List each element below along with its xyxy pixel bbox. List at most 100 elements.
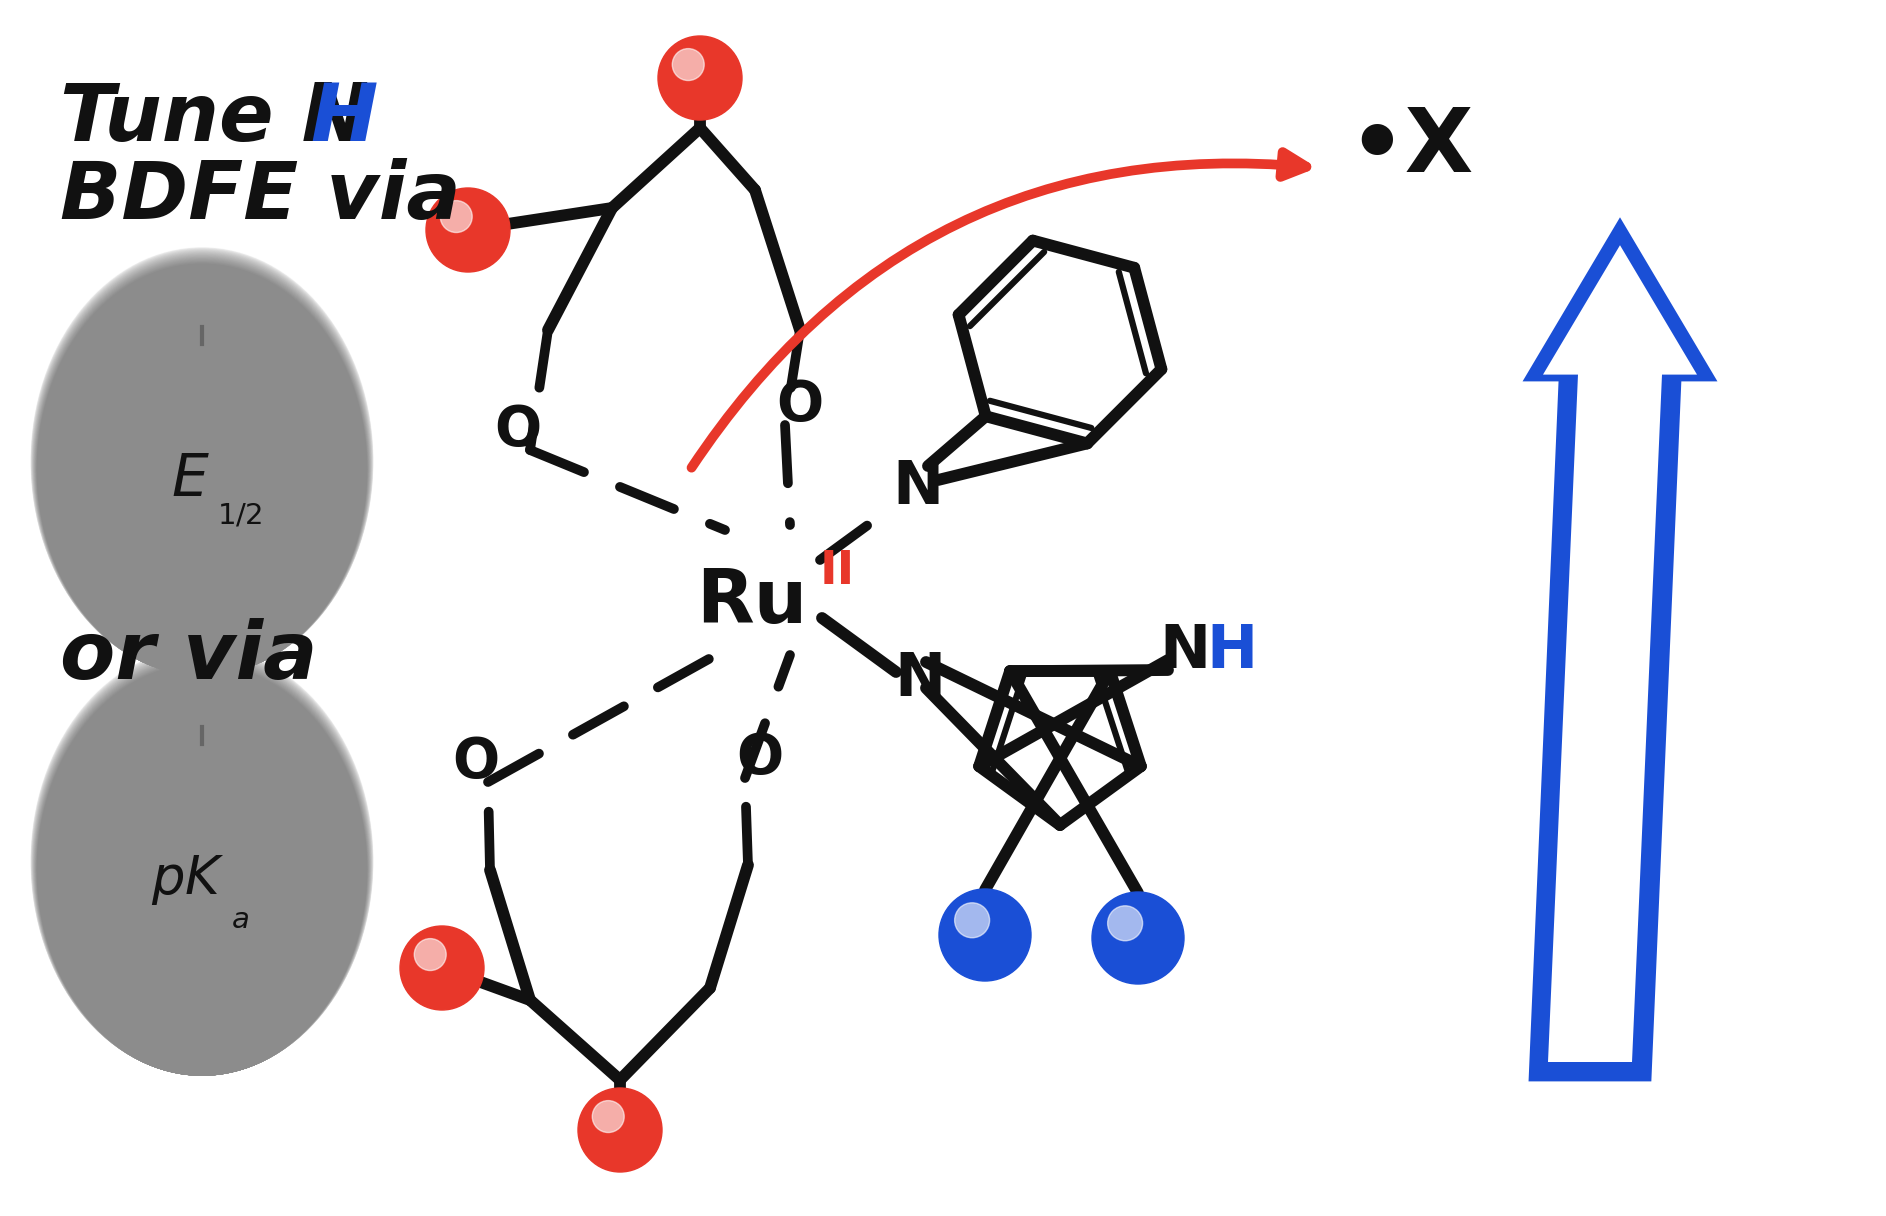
- Ellipse shape: [36, 658, 370, 1075]
- Ellipse shape: [38, 264, 366, 675]
- Ellipse shape: [34, 255, 370, 675]
- Ellipse shape: [34, 257, 370, 675]
- Circle shape: [415, 939, 447, 970]
- Ellipse shape: [36, 259, 368, 675]
- Ellipse shape: [32, 648, 372, 1075]
- Ellipse shape: [38, 263, 368, 675]
- Ellipse shape: [38, 663, 366, 1075]
- Text: N: N: [894, 651, 945, 709]
- Ellipse shape: [36, 259, 368, 675]
- Ellipse shape: [36, 659, 368, 1075]
- Ellipse shape: [36, 662, 368, 1075]
- Ellipse shape: [34, 655, 370, 1075]
- Text: H: H: [1207, 623, 1258, 681]
- Ellipse shape: [34, 657, 370, 1075]
- Ellipse shape: [34, 257, 370, 675]
- Ellipse shape: [32, 649, 372, 1075]
- Text: $_{1/2}$: $_{1/2}$: [217, 486, 262, 529]
- Ellipse shape: [34, 253, 370, 675]
- Ellipse shape: [34, 654, 370, 1075]
- Ellipse shape: [34, 654, 370, 1075]
- Ellipse shape: [32, 249, 372, 675]
- Text: O: O: [494, 402, 541, 457]
- Ellipse shape: [32, 649, 372, 1075]
- Text: $pK$: $pK$: [151, 852, 224, 907]
- Ellipse shape: [38, 264, 366, 675]
- Ellipse shape: [38, 263, 366, 675]
- Ellipse shape: [34, 254, 370, 675]
- Ellipse shape: [32, 651, 372, 1075]
- Ellipse shape: [36, 658, 370, 1075]
- Ellipse shape: [36, 259, 368, 675]
- Ellipse shape: [81, 320, 323, 620]
- Ellipse shape: [38, 263, 368, 675]
- Circle shape: [1107, 906, 1143, 941]
- Circle shape: [426, 188, 509, 272]
- Ellipse shape: [32, 248, 373, 675]
- Ellipse shape: [32, 648, 373, 1075]
- Circle shape: [954, 902, 990, 938]
- Text: $_a$: $_a$: [230, 889, 249, 931]
- Ellipse shape: [38, 265, 366, 675]
- Ellipse shape: [36, 258, 370, 675]
- Ellipse shape: [62, 295, 341, 644]
- Ellipse shape: [34, 257, 370, 675]
- Text: N: N: [892, 458, 943, 518]
- Ellipse shape: [36, 260, 368, 675]
- Ellipse shape: [34, 253, 372, 675]
- Ellipse shape: [36, 261, 368, 675]
- Circle shape: [658, 36, 741, 120]
- Ellipse shape: [32, 252, 372, 675]
- Ellipse shape: [96, 339, 307, 601]
- Ellipse shape: [34, 253, 372, 675]
- Circle shape: [577, 1088, 662, 1172]
- Ellipse shape: [32, 248, 373, 675]
- Ellipse shape: [32, 250, 372, 675]
- Circle shape: [592, 1100, 624, 1132]
- Ellipse shape: [32, 651, 372, 1075]
- Ellipse shape: [34, 653, 370, 1075]
- Ellipse shape: [34, 254, 370, 675]
- Ellipse shape: [34, 255, 370, 675]
- Text: or via: or via: [60, 618, 317, 696]
- Ellipse shape: [62, 696, 341, 1045]
- Ellipse shape: [38, 665, 366, 1075]
- Ellipse shape: [34, 653, 372, 1075]
- Ellipse shape: [36, 261, 368, 675]
- Text: BDFE via: BDFE via: [60, 158, 460, 236]
- Ellipse shape: [32, 250, 372, 675]
- Ellipse shape: [36, 260, 368, 675]
- Ellipse shape: [36, 258, 368, 675]
- Ellipse shape: [96, 739, 307, 1001]
- Circle shape: [939, 889, 1032, 981]
- Ellipse shape: [36, 659, 368, 1075]
- Text: H: H: [309, 80, 377, 158]
- Ellipse shape: [32, 652, 372, 1075]
- Ellipse shape: [34, 655, 370, 1075]
- Ellipse shape: [38, 664, 366, 1075]
- Ellipse shape: [32, 249, 372, 675]
- Ellipse shape: [36, 258, 370, 675]
- Ellipse shape: [38, 663, 368, 1075]
- Ellipse shape: [36, 660, 368, 1075]
- Ellipse shape: [32, 652, 372, 1075]
- Ellipse shape: [34, 654, 370, 1075]
- Ellipse shape: [32, 250, 372, 675]
- Text: •X: •X: [1348, 105, 1473, 191]
- Text: N: N: [1160, 623, 1211, 681]
- Ellipse shape: [32, 652, 372, 1075]
- Ellipse shape: [38, 664, 366, 1075]
- Ellipse shape: [81, 720, 323, 1020]
- Ellipse shape: [34, 653, 372, 1075]
- Ellipse shape: [38, 264, 366, 675]
- Ellipse shape: [38, 664, 366, 1075]
- Ellipse shape: [36, 660, 368, 1075]
- Ellipse shape: [34, 657, 370, 1075]
- Ellipse shape: [36, 658, 368, 1075]
- Text: Tune N: Tune N: [60, 80, 370, 158]
- Ellipse shape: [32, 248, 372, 675]
- Ellipse shape: [34, 657, 370, 1075]
- FancyArrowPatch shape: [692, 152, 1307, 468]
- Polygon shape: [1543, 246, 1697, 1062]
- Circle shape: [1092, 893, 1184, 984]
